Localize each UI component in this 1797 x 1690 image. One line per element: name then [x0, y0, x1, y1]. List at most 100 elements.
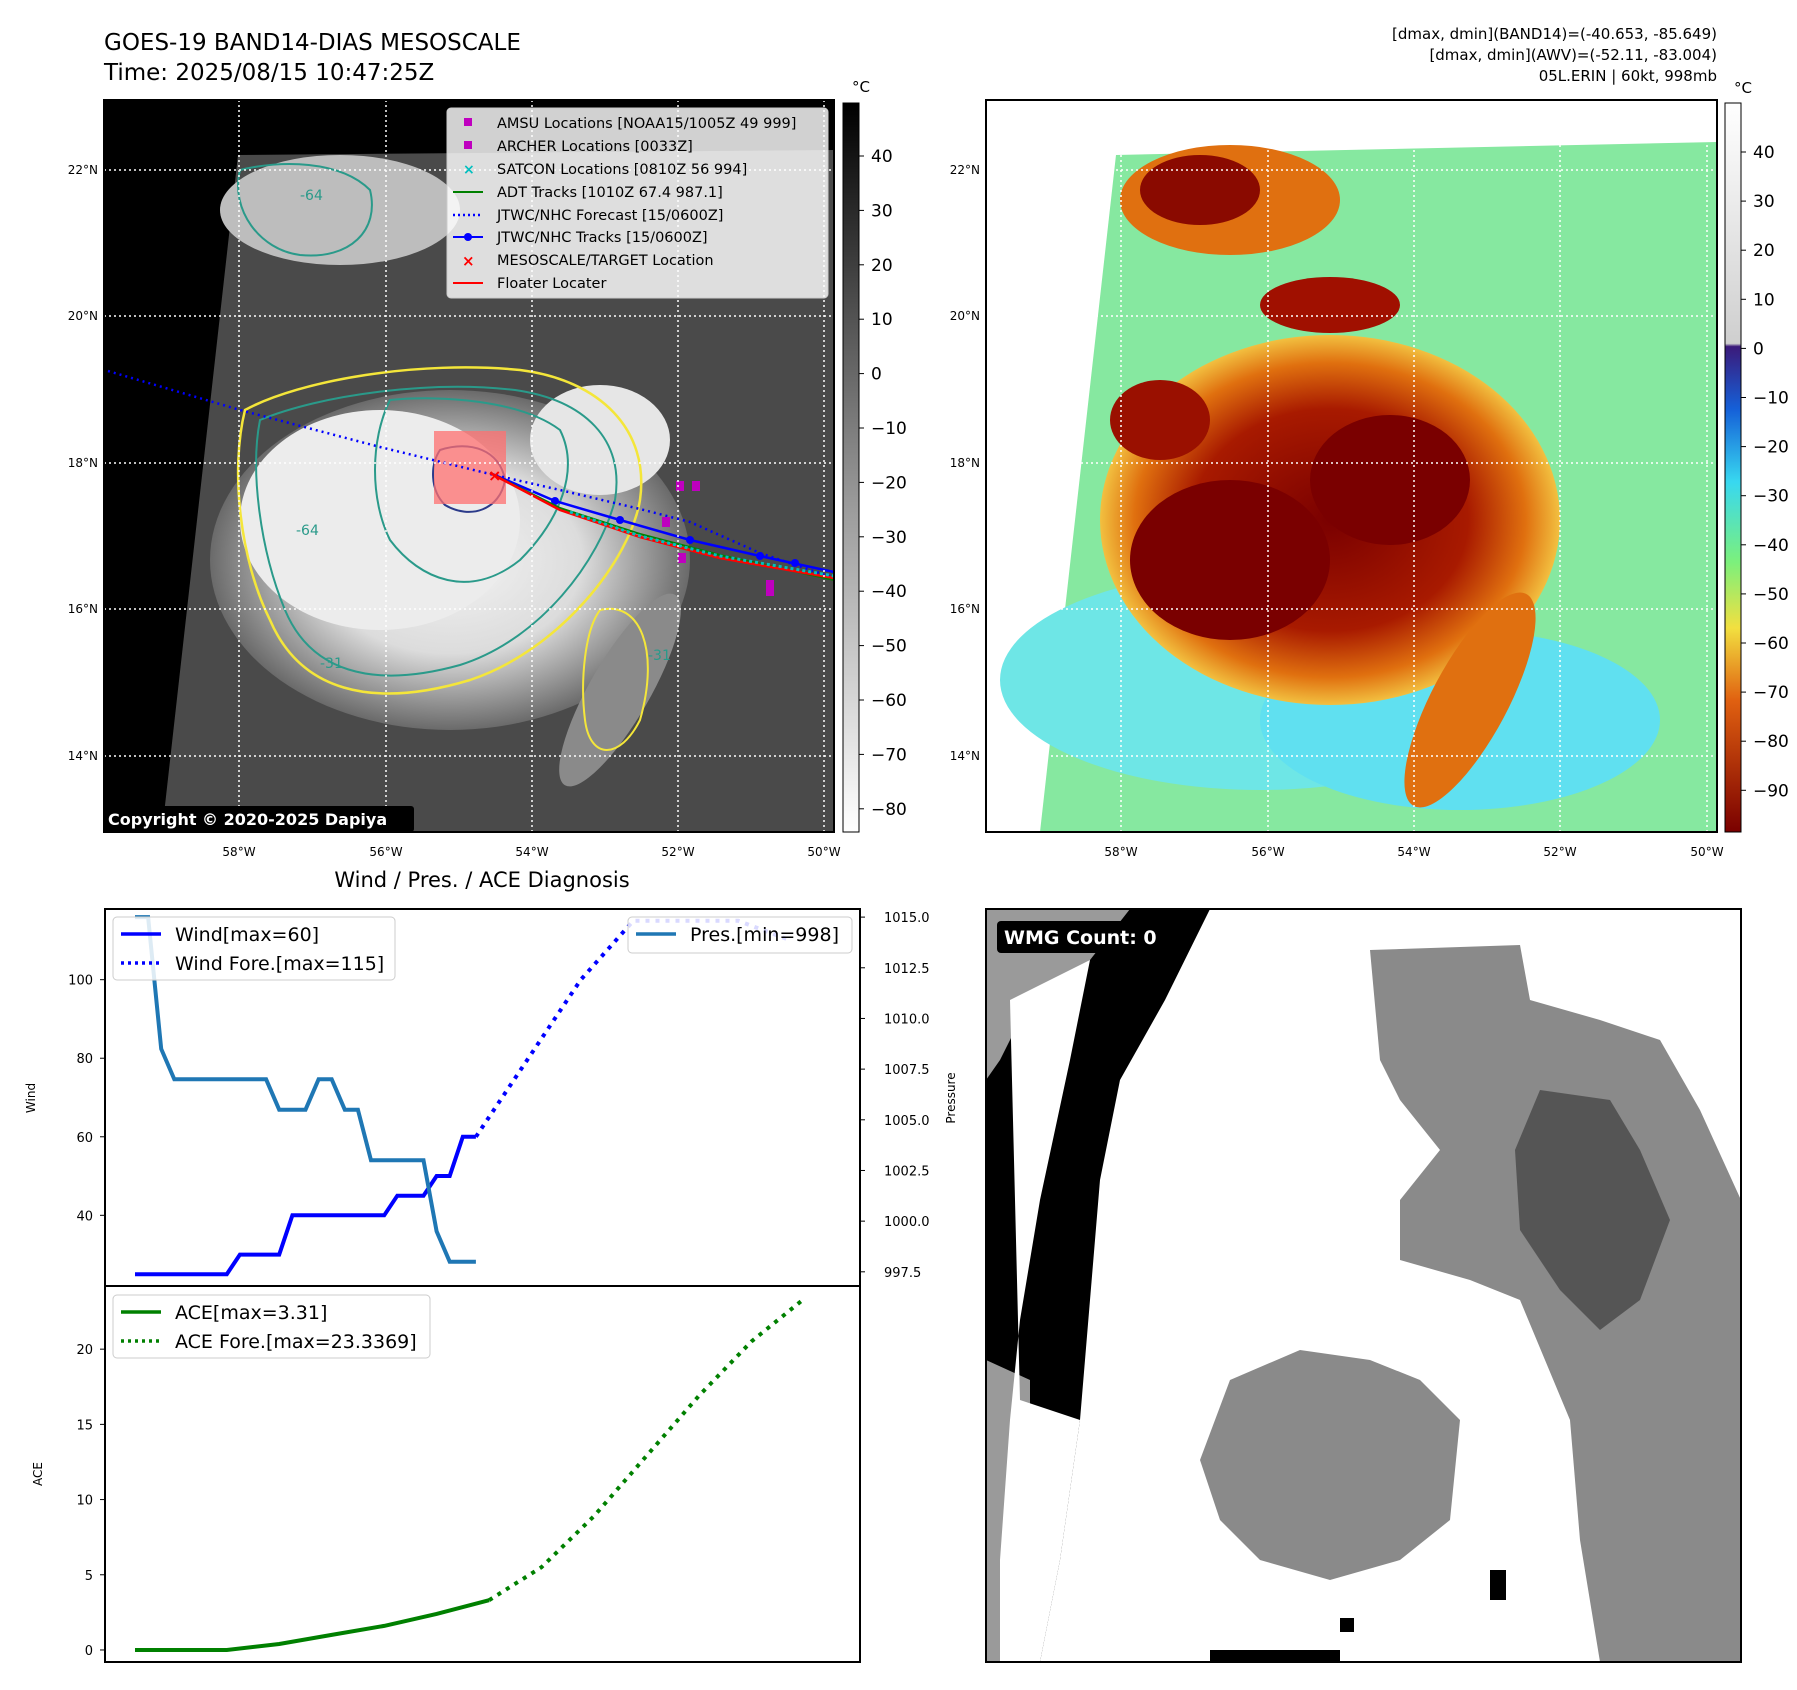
colorbar-band14-tick-label: −10 — [871, 419, 907, 439]
wmg-gray-east — [1370, 945, 1741, 1662]
colorbar-band14-tick-label: −60 — [871, 691, 907, 711]
pressure-ticks: 997.5 1000.0 1002.5 1005.0 1007.5 1010.0 1012.… — [860, 911, 930, 1281]
map2-cell-w — [1110, 380, 1210, 460]
colorbar-band14-tick-label: 0 — [871, 365, 882, 385]
map2-lat-label: 22°N — [950, 163, 980, 177]
diagnosis-title: Wind / Pres. / ACE Diagnosis — [334, 868, 629, 892]
pressure-tick-label: 1002.5 — [884, 1164, 930, 1179]
band14-map-panel: -64 -64 -31 -31 × — [68, 99, 841, 859]
legend-target-icon: × — [462, 252, 475, 270]
legend-satcon-icon: × — [463, 162, 475, 178]
contour-label-1: -64 — [300, 188, 323, 204]
map1-contour-band — [582, 607, 649, 751]
map2-core-dark-1 — [1310, 415, 1470, 545]
legend-ace-forecast-label: ACE Fore.[max=23.3369] — [175, 1331, 417, 1353]
colorbar-awv-tick-label: −40 — [1753, 536, 1789, 556]
ace-tick-label: 15 — [76, 1418, 93, 1433]
legend-pressure-label: Pres.[min=998] — [690, 924, 839, 946]
map1-lon-label: 56°W — [369, 845, 402, 859]
map1-contour-inner — [374, 397, 569, 583]
colorbar-band14-tick-label: 20 — [871, 256, 893, 276]
wind-tick-label: 100 — [68, 974, 93, 989]
map2-lat-label: 14°N — [950, 749, 980, 763]
map2-frame — [985, 99, 1718, 833]
wind-tick-label: 40 — [76, 1209, 93, 1224]
pressure-tick-label: 1007.5 — [884, 1063, 930, 1078]
map2-dry-nw-core — [1140, 155, 1260, 225]
map1-legend-box — [446, 107, 829, 299]
map2-lat-label: 20°N — [950, 309, 980, 323]
map1-frame — [103, 99, 835, 833]
pressure-tick-label: 1012.5 — [884, 962, 930, 977]
amsu-marker-3 — [662, 517, 670, 527]
wind-ticks: 40 60 80 100 — [68, 974, 105, 1224]
colorbar-awv-tick-label: 10 — [1753, 290, 1775, 310]
contour-label-3: -31 — [320, 656, 343, 672]
legend-ace-label: ACE[max=3.31] — [175, 1302, 327, 1324]
awv-map-panel: 22°N 20°N 18°N 16°N 14°N 58°W 56°W 54°W … — [950, 99, 1724, 859]
colorbar-awv-tick-label: 30 — [1753, 192, 1775, 212]
stats-band14: [dmax, dmin](BAND14)=(-40.653, -85.649) — [1392, 25, 1717, 43]
wind-tick-label: 60 — [76, 1131, 93, 1146]
wind-legend-box — [112, 916, 396, 981]
colorbar-band14-tick-label: −70 — [871, 745, 907, 765]
ace-legend-box — [112, 1294, 431, 1359]
stats-awv: [dmax, dmin](AWV)=(-52.11, -83.004) — [1429, 46, 1717, 64]
archer-marker-1 — [678, 553, 686, 563]
map1-lat-label: 20°N — [68, 309, 98, 323]
ace-tick-label: 20 — [76, 1343, 93, 1358]
pressure-tick-label: 1005.0 — [884, 1114, 930, 1129]
series-line-pres — [135, 915, 476, 1264]
map1-cloud-nw — [220, 155, 460, 265]
wmg-count-label: WMG Count: 0 — [1004, 927, 1157, 949]
target-location-x: × — [488, 466, 501, 485]
colorbar-band14-tick-label: −80 — [871, 800, 907, 820]
map2-dry-band — [1260, 277, 1400, 333]
storm-info: 05L.ERIN | 60kt, 998mb — [1539, 67, 1717, 85]
legend-floater-label: Floater Locater — [497, 276, 606, 292]
colorbar-band14-ticks: 40 30 20 10 0 −10 −20 −30 −40 −50 −60 −70 −80 — [859, 147, 907, 820]
map2-lon-label: 58°W — [1104, 845, 1137, 859]
map2-rainband — [1404, 592, 1536, 808]
pressure-tick-label: 997.5 — [884, 1266, 921, 1281]
colorbar-awv-tick-label: −50 — [1753, 585, 1789, 605]
map1-lon-label: 54°W — [515, 845, 548, 859]
contour-label-4: -31 — [648, 648, 671, 664]
map2-gridlines — [986, 100, 1717, 832]
ace-tick-label: 0 — [85, 1644, 93, 1659]
colorbar-awv-tick-label: −10 — [1753, 389, 1789, 409]
legend-satcon-label: SATCON Locations [0810Z 56 994] — [497, 162, 747, 178]
wmg-dark-cell — [1515, 1090, 1670, 1330]
map1-legend: AMSU Locations [NOAA15/1005Z 49 999] ARC… — [446, 107, 829, 299]
map1-lat-label: 16°N — [68, 602, 98, 616]
colorbar-band14-unit: °C — [852, 78, 870, 96]
wmg-count-box — [997, 921, 1178, 953]
map1-contour-nw — [237, 163, 373, 257]
map2-lon-label: 56°W — [1251, 845, 1284, 859]
pressure-tick-label: 1015.0 — [884, 911, 930, 926]
map1-lat-label: 14°N — [68, 749, 98, 763]
colorbar-awv-tick-label: −90 — [1753, 781, 1789, 801]
satcon-locations — [569, 510, 834, 578]
copyright-text: Copyright © 2020-2025 Dapiya — [108, 810, 387, 829]
map1-lat-label: 18°N — [68, 456, 98, 470]
jtwc-point-1 — [551, 497, 559, 505]
wmg-black-spot — [1490, 1570, 1506, 1600]
colorbar-band14: °C 40 30 20 10 0 −10 −20 −30 −40 −50 −60 −70 −80 — [842, 78, 907, 833]
ace-legend: ACE[max=3.31] ACE Fore.[max=23.3369] — [112, 1294, 431, 1359]
colorbar-band14-tick-label: −50 — [871, 637, 907, 657]
map2-lat-label: 18°N — [950, 456, 980, 470]
map1-contour-yellow — [236, 366, 643, 695]
pressure-tick-label: 1010.0 — [884, 1012, 930, 1027]
map2-core-dark-2 — [1130, 480, 1330, 640]
colorbar-band14-gradient — [842, 102, 860, 833]
legend-jtwc-dot — [464, 233, 472, 241]
legend-archer-label: ARCHER Locations [0033Z] — [497, 139, 693, 155]
colorbar-band14-tick-label: −20 — [871, 473, 907, 493]
jtwc-point-4 — [756, 552, 764, 560]
map1-contour-teal — [255, 385, 618, 677]
map1-cloud-ne — [530, 385, 670, 495]
colorbar-band14-tick-label: 40 — [871, 147, 893, 167]
wmg-white-gap — [1000, 960, 1090, 1662]
